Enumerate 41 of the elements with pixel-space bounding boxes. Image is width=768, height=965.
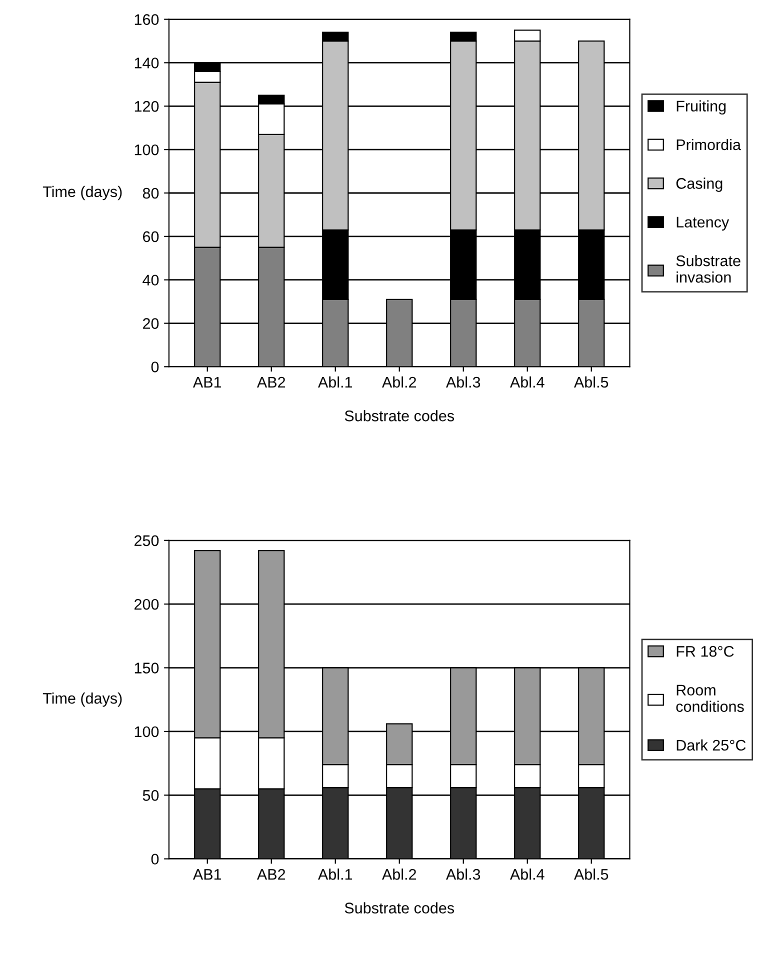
x-tick-label: Abl.3: [446, 376, 480, 388]
x-axis-title: Substrate codes: [344, 902, 454, 914]
y-tick-label: 60: [143, 231, 159, 242]
y-tick-label: 80: [142, 188, 159, 199]
legend-label: Dark 25°C: [676, 739, 746, 751]
y-tick-label: 0: [151, 854, 159, 865]
x-tick-label: Abl.2: [382, 376, 416, 388]
legend-label: Casing: [676, 178, 722, 192]
legend-label: FR 18°C: [676, 646, 734, 657]
x-tick-label: Abl.2: [382, 868, 416, 880]
legend-label: Substrate invasion: [676, 255, 740, 283]
x-tick-label: Abl.1: [318, 376, 352, 388]
x-tick-label: Abl.4: [510, 376, 544, 388]
x-tick-label: AB1: [192, 869, 222, 880]
y-axis-title: Time (days): [42, 186, 122, 200]
y-tick-label: 50: [142, 790, 159, 801]
y-tick-label: 0: [151, 362, 159, 372]
y-tick-label: 150: [134, 662, 159, 674]
y-tick-label: 100: [134, 144, 159, 156]
y-tick-label: 100: [134, 726, 159, 738]
x-tick-label: Abl.5: [574, 868, 608, 880]
y-tick-label: 200: [134, 598, 159, 610]
x-tick-label: Abl.5: [574, 376, 608, 388]
x-tick-label: Abl.3: [446, 868, 480, 880]
legend-label: Fruiting: [676, 100, 726, 115]
y-tick-label: 140: [134, 58, 159, 68]
legend-label: Primordia: [676, 138, 741, 150]
x-tick-label: Abl.1: [318, 868, 352, 880]
legend-label: Room conditions: [676, 684, 744, 712]
x-tick-label: AB1: [192, 376, 222, 388]
x-axis-title: Substrate codes: [344, 410, 454, 422]
y-tick-label: 250: [134, 535, 159, 546]
y-axis-title: Time (days): [42, 692, 122, 707]
y-tick-label: 120: [134, 101, 159, 112]
y-tick-label: 160: [134, 14, 159, 25]
x-tick-label: AB2: [256, 376, 286, 388]
y-tick-label: 20: [143, 318, 159, 329]
legend-label: Latency: [676, 216, 730, 231]
x-tick-label: AB2: [256, 868, 286, 880]
y-tick-label: 40: [142, 274, 159, 286]
x-tick-label: Abl.4: [510, 868, 544, 880]
